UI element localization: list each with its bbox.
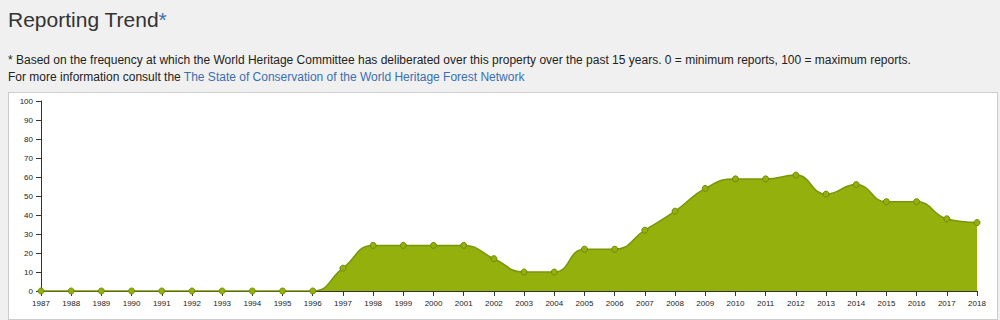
svg-text:2012: 2012 [787, 299, 805, 308]
svg-text:100: 100 [20, 97, 34, 106]
svg-text:2013: 2013 [817, 299, 835, 308]
svg-text:2015: 2015 [878, 299, 896, 308]
svg-text:1990: 1990 [123, 299, 141, 308]
svg-text:40: 40 [24, 211, 33, 220]
svg-text:2017: 2017 [938, 299, 956, 308]
svg-text:1987: 1987 [32, 299, 50, 308]
svg-text:2018: 2018 [968, 299, 986, 308]
svg-text:30: 30 [24, 230, 33, 239]
svg-text:2014: 2014 [847, 299, 865, 308]
svg-text:1992: 1992 [183, 299, 201, 308]
svg-text:2007: 2007 [636, 299, 654, 308]
svg-text:10: 10 [24, 268, 33, 277]
svg-text:2006: 2006 [606, 299, 624, 308]
svg-text:2008: 2008 [666, 299, 684, 308]
svg-text:20: 20 [24, 249, 33, 258]
html-text:For more information consult t: For more information consult the The Sta… [8, 70, 525, 84]
svg-text:1999: 1999 [394, 299, 412, 308]
svg-text:60: 60 [24, 173, 33, 182]
svg-text:0: 0 [29, 287, 34, 296]
svg-text:1995: 1995 [274, 299, 292, 308]
svg-text:2000: 2000 [425, 299, 443, 308]
svg-text:1991: 1991 [153, 299, 171, 308]
svg-text:2010: 2010 [727, 299, 745, 308]
svg-text:2011: 2011 [757, 299, 775, 308]
svg-text:2001: 2001 [455, 299, 473, 308]
svg-text:50: 50 [24, 192, 33, 201]
svg-text:2009: 2009 [696, 299, 714, 308]
html-text:Reporting Trend *: Reporting Trend * [8, 8, 167, 31]
svg-text:1998: 1998 [364, 299, 382, 308]
svg-text:1988: 1988 [62, 299, 80, 308]
svg-text:1993: 1993 [213, 299, 231, 308]
svg-text:1996: 1996 [304, 299, 322, 308]
svg-text:2004: 2004 [545, 299, 563, 308]
svg-text:2002: 2002 [485, 299, 503, 308]
svg-text:1994: 1994 [243, 299, 261, 308]
svg-text:1997: 1997 [334, 299, 352, 308]
svg-text:70: 70 [24, 154, 33, 163]
svg-text:2016: 2016 [908, 299, 926, 308]
svg-text:80: 80 [24, 135, 33, 144]
svg-text:1989: 1989 [92, 299, 110, 308]
html-text:* Based on the frequency at wh: * Based on the frequency at which the Wo… [8, 53, 911, 67]
svg-text:90: 90 [24, 116, 33, 125]
svg-text:2003: 2003 [515, 299, 533, 308]
svg-text:2005: 2005 [576, 299, 594, 308]
